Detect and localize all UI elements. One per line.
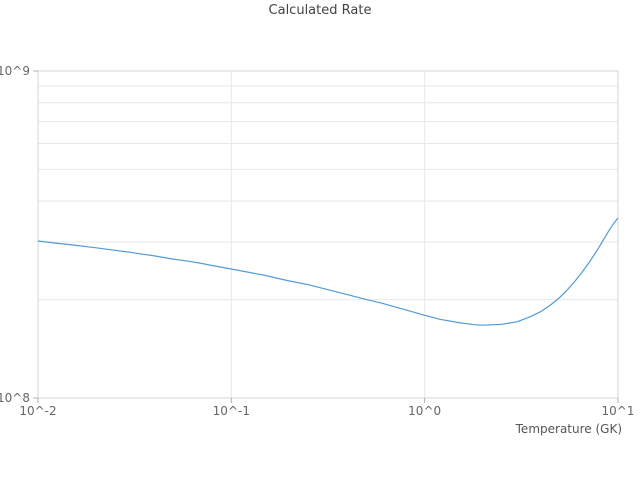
y-tick-label: 10^9 (0, 64, 30, 78)
y-tick-label: 10^8 (0, 391, 30, 405)
x-tick-label: 10^-1 (213, 404, 250, 418)
x-tick-label: 10^0 (408, 404, 441, 418)
chart-title: Calculated Rate (268, 3, 372, 18)
x-tick-label: 10^-2 (19, 404, 56, 418)
x-axis-label: Temperature (GK) (515, 422, 622, 436)
series-line-calculated-rate (37, 217, 619, 326)
plot-frame (37, 70, 619, 399)
x-tick-label: 10^1 (602, 404, 635, 418)
